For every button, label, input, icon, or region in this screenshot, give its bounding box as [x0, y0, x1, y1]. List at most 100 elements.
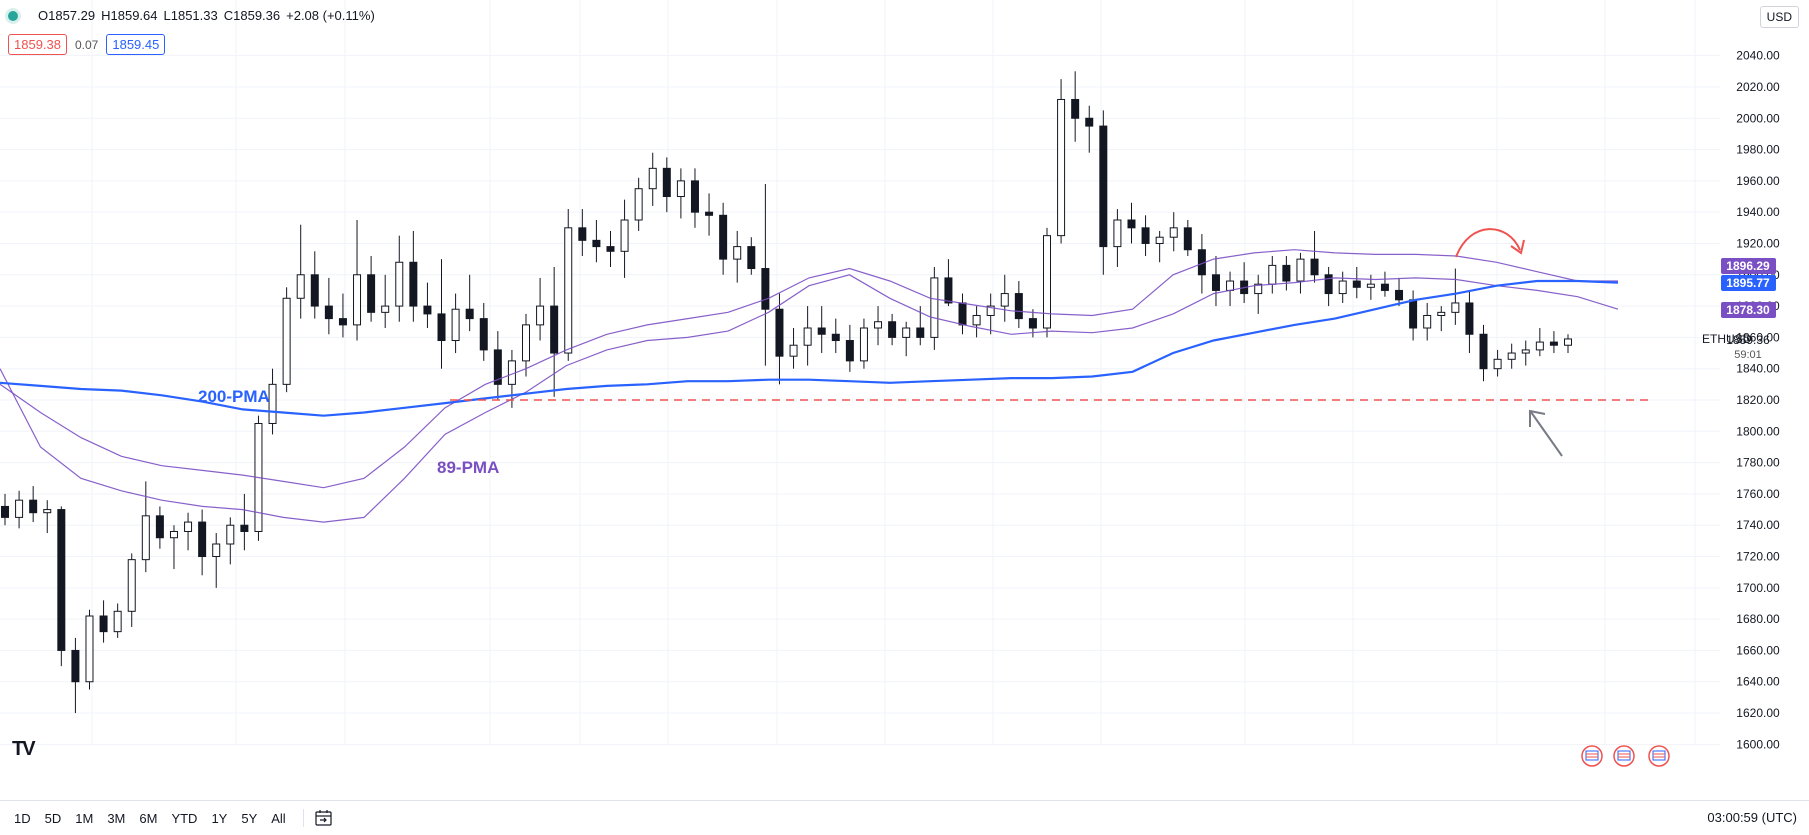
- candle-up: [536, 305, 545, 326]
- candle-down: [775, 308, 784, 357]
- ohlc-open: O1857.29: [38, 8, 96, 23]
- candle-up: [1268, 264, 1277, 285]
- ma200-label: 200-PMA: [198, 387, 270, 406]
- candle-up: [43, 509, 52, 514]
- candle-up: [1564, 338, 1572, 346]
- range-button-group: 1D 5D 1M 3M 6M YTD 1Y 5Y All: [0, 811, 293, 826]
- price-tick-label: 1940.00: [1736, 205, 1780, 219]
- candle-down: [1071, 98, 1080, 119]
- range-button-5d[interactable]: 5D: [44, 810, 62, 826]
- candle-up: [1043, 235, 1051, 329]
- symbol-label: ETHUSD: [1702, 332, 1752, 346]
- candle-down: [592, 239, 601, 248]
- candle-down: [437, 313, 446, 342]
- bid-ask-panel: 1859.38 0.07 1859.45: [8, 34, 166, 55]
- candle-down: [1014, 293, 1023, 320]
- candle-down: [57, 509, 66, 651]
- bearish-arrowhead-icon: [1510, 239, 1525, 255]
- candle-down: [465, 308, 474, 320]
- candle-up: [733, 246, 742, 260]
- price-axis[interactable]: 2040.00 2020.00 2000.00 1980.00 1960.00 1940.…: [1720, 0, 1809, 775]
- candle-down: [705, 211, 714, 216]
- candle-down: [338, 318, 347, 326]
- candle-up: [1000, 293, 1009, 307]
- candle-down: [1479, 333, 1488, 370]
- candle-down: [1085, 117, 1094, 127]
- candle-up: [803, 327, 812, 346]
- chart-area[interactable]: 1519222612:00Jul4710131720242712:00200-P…: [0, 0, 1720, 789]
- candle-down: [155, 515, 164, 539]
- price-tick-label: 1620.00: [1736, 706, 1780, 720]
- candle-up: [353, 274, 362, 326]
- us-flag-event-icon[interactable]: [1648, 745, 1670, 767]
- candle-up: [451, 308, 460, 342]
- candle-down: [99, 615, 108, 633]
- range-button-all[interactable]: All: [271, 810, 286, 826]
- candle-down: [578, 227, 587, 241]
- candle-down: [409, 261, 418, 307]
- candle-up: [1423, 314, 1432, 329]
- ohlc-change: +2.08 (+0.11%): [286, 8, 375, 23]
- candle-up: [972, 314, 981, 326]
- candle-down: [1310, 258, 1319, 276]
- candle-up: [859, 327, 868, 362]
- candle-down: [1282, 264, 1291, 282]
- range-button-ytd[interactable]: YTD: [171, 810, 198, 826]
- ma-value-badge-label: 1895.77: [1726, 276, 1770, 290]
- candle-down: [1380, 283, 1389, 291]
- price-tick-label: 1740.00: [1736, 518, 1780, 532]
- candle-down: [1028, 318, 1037, 329]
- utc-clock[interactable]: 03:00:59 (UTC): [1707, 810, 1797, 825]
- price-tick-label: 1980.00: [1736, 143, 1780, 157]
- candle-down: [71, 649, 80, 683]
- currency-selector[interactable]: USD: [1759, 6, 1799, 28]
- us-flag-event-icon[interactable]: [1581, 745, 1603, 767]
- candle-down: [1183, 227, 1192, 251]
- range-button-5y[interactable]: 5Y: [241, 810, 258, 826]
- candle-up: [522, 324, 530, 362]
- support-arrowhead-icon: [1529, 409, 1546, 427]
- price-tick-label: 1920.00: [1736, 236, 1780, 250]
- bid-price[interactable]: 1859.38: [8, 34, 67, 55]
- candle-down: [367, 274, 376, 313]
- candle-down: [310, 274, 319, 307]
- range-button-1m[interactable]: 1M: [75, 810, 94, 826]
- price-tick-label: 2040.00: [1736, 49, 1780, 63]
- ask-price[interactable]: 1859.45: [106, 34, 166, 55]
- candle-up: [1338, 280, 1347, 295]
- range-button-6m[interactable]: 6M: [139, 810, 158, 826]
- price-tick-label: 1820.00: [1736, 393, 1780, 407]
- ma89-line: [0, 249, 1618, 489]
- range-button-3m[interactable]: 3M: [107, 810, 126, 826]
- price-tick-label: 2020.00: [1736, 80, 1780, 94]
- candle-down: [479, 318, 488, 351]
- candle-down: [198, 521, 207, 558]
- range-button-1d[interactable]: 1D: [14, 810, 31, 826]
- bar-countdown: 59:01: [1734, 349, 1762, 361]
- price-tick-label: 2000.00: [1736, 111, 1780, 125]
- candle-down: [958, 302, 967, 326]
- tradingview-logo: TV: [12, 738, 36, 760]
- candle-up: [986, 305, 995, 316]
- candle-up: [564, 227, 573, 354]
- candle-up: [381, 305, 390, 313]
- candle-up: [127, 559, 136, 612]
- price-chart[interactable]: 1519222612:00Jul4710131720242712:00200-P…: [0, 0, 1720, 789]
- us-flag-event-icon[interactable]: [1613, 745, 1635, 767]
- candle-up: [1366, 283, 1375, 288]
- toolbar-divider: [302, 809, 304, 827]
- candle-down: [916, 327, 925, 338]
- range-button-1y[interactable]: 1Y: [211, 810, 228, 826]
- candle-down: [831, 333, 840, 342]
- support-arrow-icon: [1530, 411, 1563, 457]
- candle-down: [1352, 280, 1361, 288]
- goto-date-icon[interactable]: [314, 809, 334, 827]
- candle-down: [29, 499, 38, 514]
- price-axis-svg: 2040.00 2020.00 2000.00 1980.00 1960.00 1940.…: [1721, 49, 1780, 751]
- spread-value: 0.07: [75, 37, 99, 52]
- ma89-label: 89-PMA: [437, 458, 499, 477]
- candle-up: [1437, 311, 1446, 316]
- candle-up: [902, 327, 911, 338]
- candle-down: [690, 180, 699, 213]
- candle-up: [1451, 302, 1460, 313]
